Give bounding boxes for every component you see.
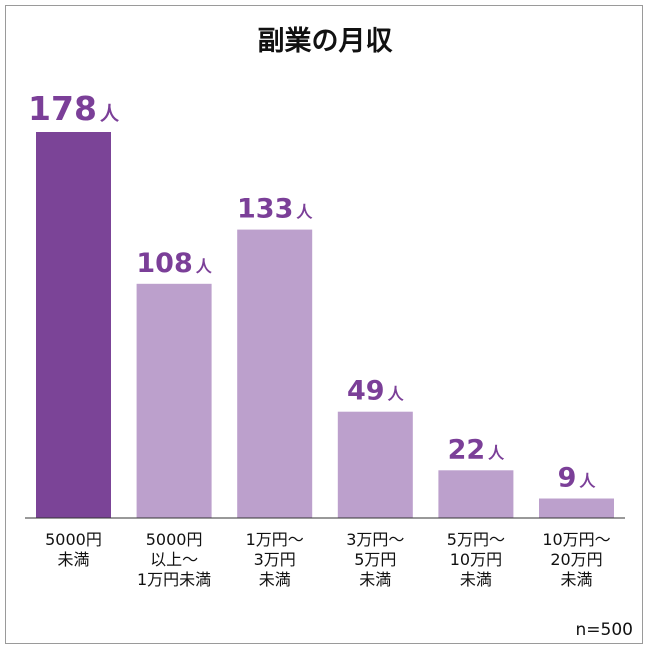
sample-size-note: n=500 — [576, 620, 633, 640]
value-label-3: 49 人 — [347, 376, 405, 407]
bar-2 — [237, 229, 313, 518]
chart-title: 副業の月収 — [258, 26, 394, 57]
chart-frame — [5, 5, 643, 644]
bar-0 — [36, 132, 111, 518]
category-label-1: 5000円以上～ 1万円未満 — [137, 530, 211, 589]
value-label-2: 133 人 — [237, 194, 313, 225]
bars-group — [36, 132, 614, 518]
bar-3 — [337, 411, 413, 518]
category-labels-group: 5000円未満 5000円以上～ 1万円未満 1万円～ 3万円未満 3万円～ 5万円未満 5万… — [45, 530, 611, 589]
value-label-1: 108 人 — [136, 248, 212, 279]
value-label-4: 22 人 — [448, 434, 506, 465]
category-label-0: 5000円未満 — [45, 530, 102, 569]
category-label-3: 3万円～ 5万円未満 — [346, 530, 404, 589]
value-label-0: 178 人 — [28, 89, 120, 128]
category-label-2: 1万円～ 3万円未満 — [246, 530, 304, 589]
bar-4 — [438, 470, 514, 518]
bar-5 — [539, 498, 614, 518]
category-label-5: 10万円～ 20万円未満 — [542, 530, 610, 589]
bar-1 — [136, 283, 212, 518]
value-labels-group: 178 人 108 人 133 人 49 人 22 人 9 人 — [28, 89, 596, 494]
category-label-4: 5万円～ 10万円未満 — [447, 530, 505, 589]
